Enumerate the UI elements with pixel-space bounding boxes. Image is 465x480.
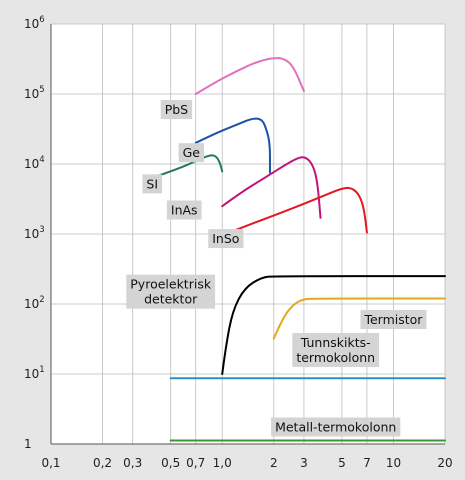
y-tick-base: 10 <box>24 227 39 241</box>
series-label-text: Termistor <box>363 312 423 327</box>
series-label: Ge <box>178 143 205 163</box>
series-lines <box>153 57 446 442</box>
x-tick-label: 0,2 <box>93 456 112 470</box>
y-tick-exponent: 5 <box>39 85 44 95</box>
series-label-background <box>178 143 205 163</box>
series-line-si <box>153 154 224 179</box>
x-tick-label: 5 <box>338 456 346 470</box>
x-tick-label: 2 <box>270 456 278 470</box>
series-line-pyroelektrisk-detektor <box>221 275 446 375</box>
x-tick-label: 7 <box>363 456 371 470</box>
series-label-background <box>208 229 244 249</box>
series-label-background <box>166 200 202 220</box>
series-label: Termistor <box>360 310 427 330</box>
series-label-text: InAs <box>171 203 198 218</box>
x-tick-label: 0,1 <box>41 456 60 470</box>
series-label: Metall-termokolonn <box>271 417 401 437</box>
y-tick-exponent: 1 <box>39 365 44 375</box>
y-tick-label: 102 <box>24 295 45 311</box>
y-tick-exponent: 3 <box>39 225 44 235</box>
x-tick-label: 1,0 <box>213 456 232 470</box>
series-label-text: detektor <box>144 292 198 307</box>
series-label-background <box>142 174 163 194</box>
x-tick-label: 10 <box>386 456 401 470</box>
series-label-background <box>360 310 427 330</box>
series-label: SI <box>142 174 163 194</box>
series-label: PbS <box>160 100 193 120</box>
y-tick-base: 10 <box>24 17 39 31</box>
x-tick-label: 0,7 <box>186 456 205 470</box>
y-tick-exponent: 4 <box>39 155 44 165</box>
y-tick-label: 103 <box>24 225 45 241</box>
series-label-background <box>126 274 216 309</box>
y-tick-base: 10 <box>24 157 39 171</box>
y-tick-label: 101 <box>24 365 45 381</box>
y-tick-exponent: 6 <box>39 15 44 25</box>
series-line-inas <box>221 156 322 219</box>
x-tick-label: 0,5 <box>161 456 180 470</box>
y-tick-base: 1 <box>24 437 32 451</box>
y-tick-base: 10 <box>24 297 39 311</box>
series-label-text: Ge <box>183 145 201 160</box>
tick-labels: 0,1 0,2 0,3 0,5 0,7 1,0 2 3 5 7 10 2011011021031041… <box>24 15 453 470</box>
y-tick-exponent: 2 <box>39 295 44 305</box>
series-line-inso <box>228 186 368 234</box>
y-tick-base: 10 <box>24 367 39 381</box>
series-label-background <box>271 417 401 437</box>
series-label-text: PbS <box>165 102 188 117</box>
series-label: Tunnskikts-termokolonn <box>292 333 380 368</box>
series-label-text: termokolonn <box>296 350 375 365</box>
x-tick-label: 3 <box>300 456 308 470</box>
series-line-pbs <box>194 57 305 95</box>
series-label-background <box>292 333 380 368</box>
series-line-termistor <box>272 297 446 340</box>
x-tick-label: 20 <box>437 456 452 470</box>
series-label: InSo <box>208 229 244 249</box>
series-label-text: Tunnskikts- <box>300 335 371 350</box>
y-tick-label: 104 <box>24 155 45 171</box>
y-tick-base: 10 <box>24 87 39 101</box>
series-label-text: InSo <box>212 231 239 246</box>
series-label-text: Pyroelektrisk <box>130 277 212 292</box>
y-tick-label: 1 <box>24 437 32 451</box>
axes <box>50 24 445 445</box>
grid <box>50 23 446 445</box>
x-tick-label: 0,3 <box>123 456 142 470</box>
series-label-text: Metall-termokolonn <box>275 419 396 434</box>
series-label-background <box>160 100 193 120</box>
series-label-text: SI <box>146 176 158 191</box>
series-line-ge <box>194 117 271 174</box>
y-tick-label: 105 <box>24 85 45 101</box>
y-tick-label: 106 <box>24 15 45 31</box>
series-label: InAs <box>166 200 202 220</box>
